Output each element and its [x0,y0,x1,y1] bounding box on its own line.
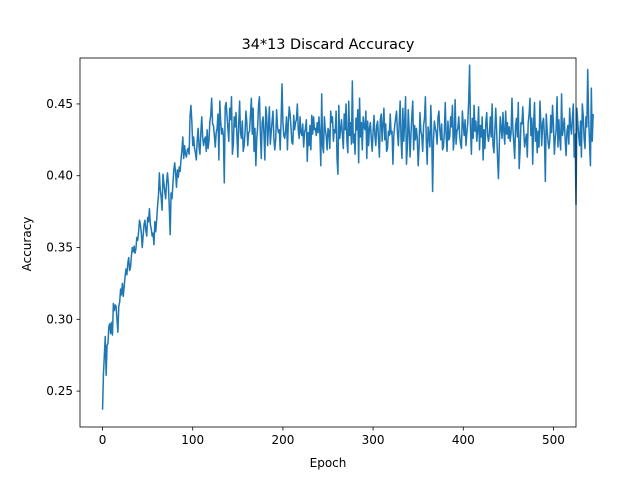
y-tick-label: 0.35 [46,241,73,255]
x-tick-label: 500 [542,433,565,447]
axes-frame [79,57,577,428]
y-tick-label: 0.30 [46,312,73,326]
x-tick-label: 400 [452,433,475,447]
x-tick-label: 0 [99,433,107,447]
series-line [101,64,594,410]
x-axis-label: Epoch [310,456,347,470]
x-tick-label: 200 [271,433,294,447]
y-axis-label: Accuracy [20,217,34,272]
x-tick-label: 100 [181,433,204,447]
y-tick-label: 0.40 [46,169,73,183]
y-tick-label: 0.25 [46,384,73,398]
plot-area: 0 100 200 300 400 500 0.25 0.30 0.35 0.40 0.45 [46,57,594,447]
chart-title: 34*13 Discard Accuracy [242,37,415,53]
x-tick-label: 300 [362,433,385,447]
y-tick-label: 0.45 [46,97,73,111]
